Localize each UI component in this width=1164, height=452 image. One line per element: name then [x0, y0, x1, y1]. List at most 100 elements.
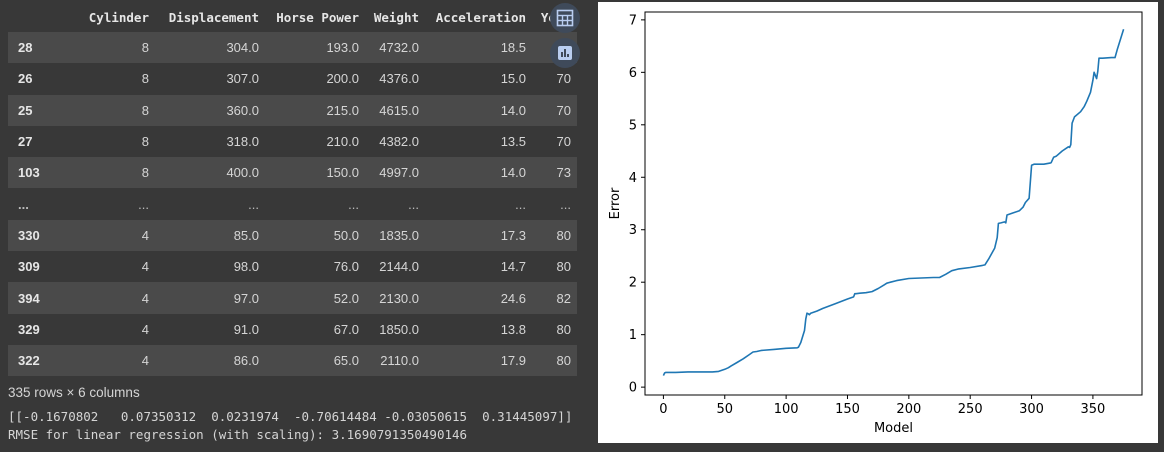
table-row: 25 8 360.0 215.0 4615.0 14.0 70: [8, 94, 577, 126]
x-tick-label: 200: [896, 402, 921, 417]
plot-area-frame: [644, 11, 1143, 396]
table-cell: 91.0: [233, 321, 259, 337]
y-tick-label: 5: [629, 118, 637, 133]
x-tick-label: 250: [958, 402, 983, 417]
x-tick-label: 150: [835, 402, 860, 417]
y-axis-label: Error: [608, 187, 623, 219]
table-cell: 18.5: [500, 40, 526, 56]
y-tick-label: 0: [629, 381, 637, 396]
table-grid-icon: [556, 9, 574, 27]
table-row: 394 4 97.0 52.0 2130.0 24.6 82: [8, 282, 577, 314]
x-tick-label: 50: [716, 402, 733, 417]
table-cell: 70: [556, 71, 571, 87]
table-cell: 13.8: [500, 321, 526, 337]
error-line-chart: 0 50 100 150 200 250 300 350 0 1 2 3 4 5 6 7 Model Err…: [608, 11, 1143, 436]
row-index: 322: [18, 353, 40, 369]
dataframe-table: Cylinder Displacement Horse Power Weight…: [8, 2, 577, 377]
table-cell: 200.0: [326, 71, 359, 87]
row-index: 329: [18, 321, 40, 337]
row-index: 25: [18, 102, 33, 118]
row-index: 309: [18, 259, 40, 275]
table-cell: 8: [141, 71, 149, 87]
table-cell: 4732.0: [379, 40, 419, 56]
table-cell: 318.0: [226, 134, 259, 150]
table-row: 103 8 400.0 150.0 4997.0 14.0 73: [8, 157, 577, 189]
table-cell: 13.5: [500, 134, 526, 150]
suggest-charts-button[interactable]: [550, 38, 580, 68]
error-series-line: [662, 29, 1125, 376]
table-cell: 2130.0: [379, 290, 419, 306]
y-tick-label: 7: [629, 13, 637, 28]
table-cell: 4: [141, 353, 149, 369]
table-cell: 8: [141, 40, 149, 56]
table-row: 329 4 91.0 67.0 1850.0 13.8 80: [8, 313, 577, 345]
x-tick-label: 300: [1019, 402, 1044, 417]
x-tick-label: 100: [774, 402, 799, 417]
y-tick-label: 1: [629, 328, 637, 343]
table-row: 27 8 318.0 210.0 4382.0 13.5 70: [8, 125, 577, 158]
row-index: ...: [18, 196, 29, 212]
column-header-horse-power: Horse Power: [265, 2, 365, 32]
table-cell: 86.0: [233, 353, 259, 369]
table-cell: 82: [556, 290, 571, 306]
table-cell: 76.0: [333, 259, 359, 275]
table-cell: 24.6: [500, 290, 526, 306]
table-cell: 80: [556, 259, 571, 275]
table-cell: 17.3: [500, 227, 526, 243]
table-cell: 65.0: [333, 353, 359, 369]
index-header: [8, 2, 50, 32]
table-cell: 150.0: [326, 165, 359, 181]
table-cell: 1835.0: [379, 227, 419, 243]
table-cell: 14.7: [500, 259, 526, 275]
table-cell: 50.0: [333, 227, 359, 243]
row-index: 394: [18, 290, 40, 306]
row-index: 26: [18, 71, 33, 87]
table-cell: 73: [556, 165, 571, 181]
table-cell: 15.0: [500, 71, 526, 87]
table-row: 309 4 98.0 76.0 2144.0 14.7 80: [8, 251, 577, 283]
table-row: 330 4 85.0 50.0 1835.0 17.3 80: [8, 219, 577, 252]
row-index: 28: [18, 40, 33, 56]
table-cell: ...: [248, 196, 259, 212]
table-cell: 4997.0: [379, 165, 419, 181]
table-cell: 8: [141, 165, 149, 181]
column-header-cylinder: Cylinder: [50, 2, 155, 32]
table-cell: 193.0: [326, 40, 359, 56]
bar-chart-icon: [558, 46, 572, 60]
table-header-row: Cylinder Displacement Horse Power Weight…: [8, 2, 577, 32]
column-header-displacement: Displacement: [155, 2, 265, 32]
table-cell: 4: [141, 321, 149, 337]
table-row: 28 8 304.0 193.0 4732.0 18.5 70: [8, 32, 577, 64]
table-cell: 98.0: [233, 259, 259, 275]
table-cell: 70: [556, 102, 571, 118]
table-cell: 2110.0: [380, 353, 419, 369]
table-row: 322 4 86.0 65.0 2110.0 17.9 80: [8, 344, 577, 377]
coefficients-output: [[-0.1670802 0.07350312 0.0231974 -0.706…: [8, 409, 573, 424]
table-cell: 8: [141, 102, 149, 118]
convert-to-interactive-table-button[interactable]: [550, 3, 580, 33]
table-cell: 70: [556, 134, 571, 150]
table-cell: 304.0: [226, 40, 259, 56]
row-index: 27: [18, 134, 33, 150]
table-cell: ...: [408, 196, 419, 212]
table-cell: 4: [141, 290, 149, 306]
table-cell: 4382.0: [379, 134, 419, 150]
table-cell: 97.0: [233, 290, 259, 306]
row-index: 103: [18, 165, 40, 181]
rmse-output: RMSE for linear regression (with scaling…: [8, 427, 468, 442]
table-cell: 4615.0: [379, 102, 419, 118]
table-cell: 1850.0: [379, 321, 419, 337]
y-tick-label: 4: [629, 171, 637, 186]
table-cell: 14.0: [500, 102, 526, 118]
column-header-acceleration: Acceleration: [425, 2, 532, 32]
table-cell: 67.0: [333, 321, 359, 337]
x-tick-label: 0: [659, 402, 667, 417]
y-tick-label: 2: [629, 276, 637, 291]
table-cell: 4376.0: [379, 71, 419, 87]
table-cell: ...: [348, 196, 359, 212]
table-cell: 80: [556, 321, 571, 337]
table-cell: 52.0: [333, 290, 359, 306]
table-cell: 80: [556, 353, 571, 369]
table-cell: ...: [515, 196, 526, 212]
table-cell: ...: [138, 196, 149, 212]
